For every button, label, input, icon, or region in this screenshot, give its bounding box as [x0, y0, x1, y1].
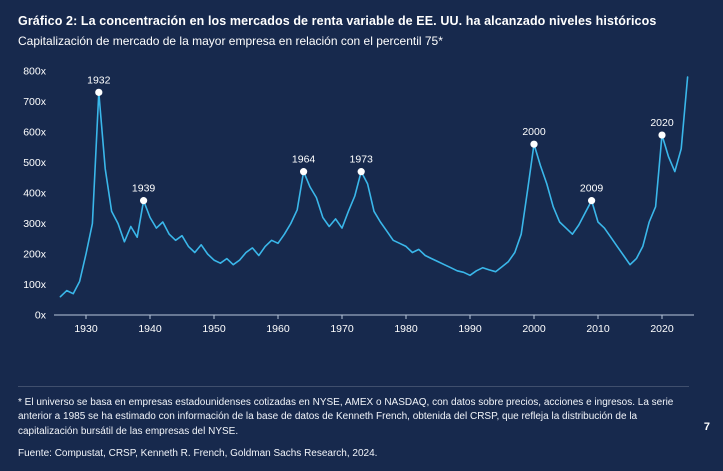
y-axis-tick-label: 0x	[35, 310, 47, 322]
annotation-dot	[95, 89, 103, 97]
x-axis-tick-label: 2000	[522, 323, 546, 335]
y-axis-tick-label: 300x	[23, 218, 47, 230]
y-axis-tick-label: 700x	[23, 96, 47, 108]
annotation-label: 1932	[87, 75, 111, 87]
y-axis-tick-label: 100x	[23, 279, 47, 291]
chart-subtitle: Capitalización de mercado de la mayor em…	[18, 33, 443, 48]
annotation-dot	[300, 168, 308, 176]
y-axis-tick-label: 800x	[23, 66, 47, 78]
series-line	[59, 76, 689, 298]
x-axis-tick-label: 1980	[394, 323, 418, 335]
y-axis-tick-label: 200x	[23, 249, 47, 261]
y-axis-tick-label: 500x	[23, 157, 47, 169]
line-chart-canvas: 0x 100x 200x 300x 400x 500x 600x 700x 800x 1930 19…	[23, 66, 694, 335]
annotation-label: 1964	[292, 154, 316, 166]
annotation-dot	[357, 168, 365, 176]
annotation-label: 2000	[522, 127, 546, 139]
line-chart: 0x 100x 200x 300x 400x 500x 600x 700x 800x 1930 19…	[8, 55, 723, 354]
chart-footer: * El universo se basa en empresas estado…	[18, 385, 689, 459]
x-axis-tick-label: 1960	[266, 323, 290, 335]
annotation-dot	[588, 197, 596, 205]
annotation-label: 2009	[580, 183, 604, 195]
annotation-label: 1973	[350, 154, 374, 166]
x-axis-tick-label: 1930	[74, 323, 98, 335]
x-axis-tick-label: 2020	[650, 323, 674, 335]
y-axis-tick-label: 600x	[23, 127, 47, 139]
x-axis-tick-label: 2010	[586, 323, 610, 335]
footnote-text: * El universo se basa en empresas estado…	[18, 396, 674, 437]
x-axis-tick-label: 1940	[138, 323, 162, 335]
source-text: Fuente: Compustat, CRSP, Kenneth R. Fren…	[18, 448, 378, 459]
x-axis-tick-label: 1950	[202, 323, 226, 335]
chart-title: Gráfico 2: La concentración en los merca…	[18, 14, 657, 28]
annotation-dot	[530, 141, 538, 149]
page-number: 7	[703, 421, 710, 433]
annotation-dot	[658, 131, 666, 140]
x-axis-tick-label: 1990	[458, 323, 482, 335]
x-axis-tick-label: 1970	[330, 323, 354, 335]
annotation-dot	[140, 197, 148, 205]
chart-header: Gráfico 2: La concentración en los merca…	[0, 0, 723, 49]
annotation-label: 1939	[132, 183, 156, 195]
y-axis-tick-label: 400x	[23, 188, 47, 200]
annotation-label: 2020	[650, 118, 674, 130]
